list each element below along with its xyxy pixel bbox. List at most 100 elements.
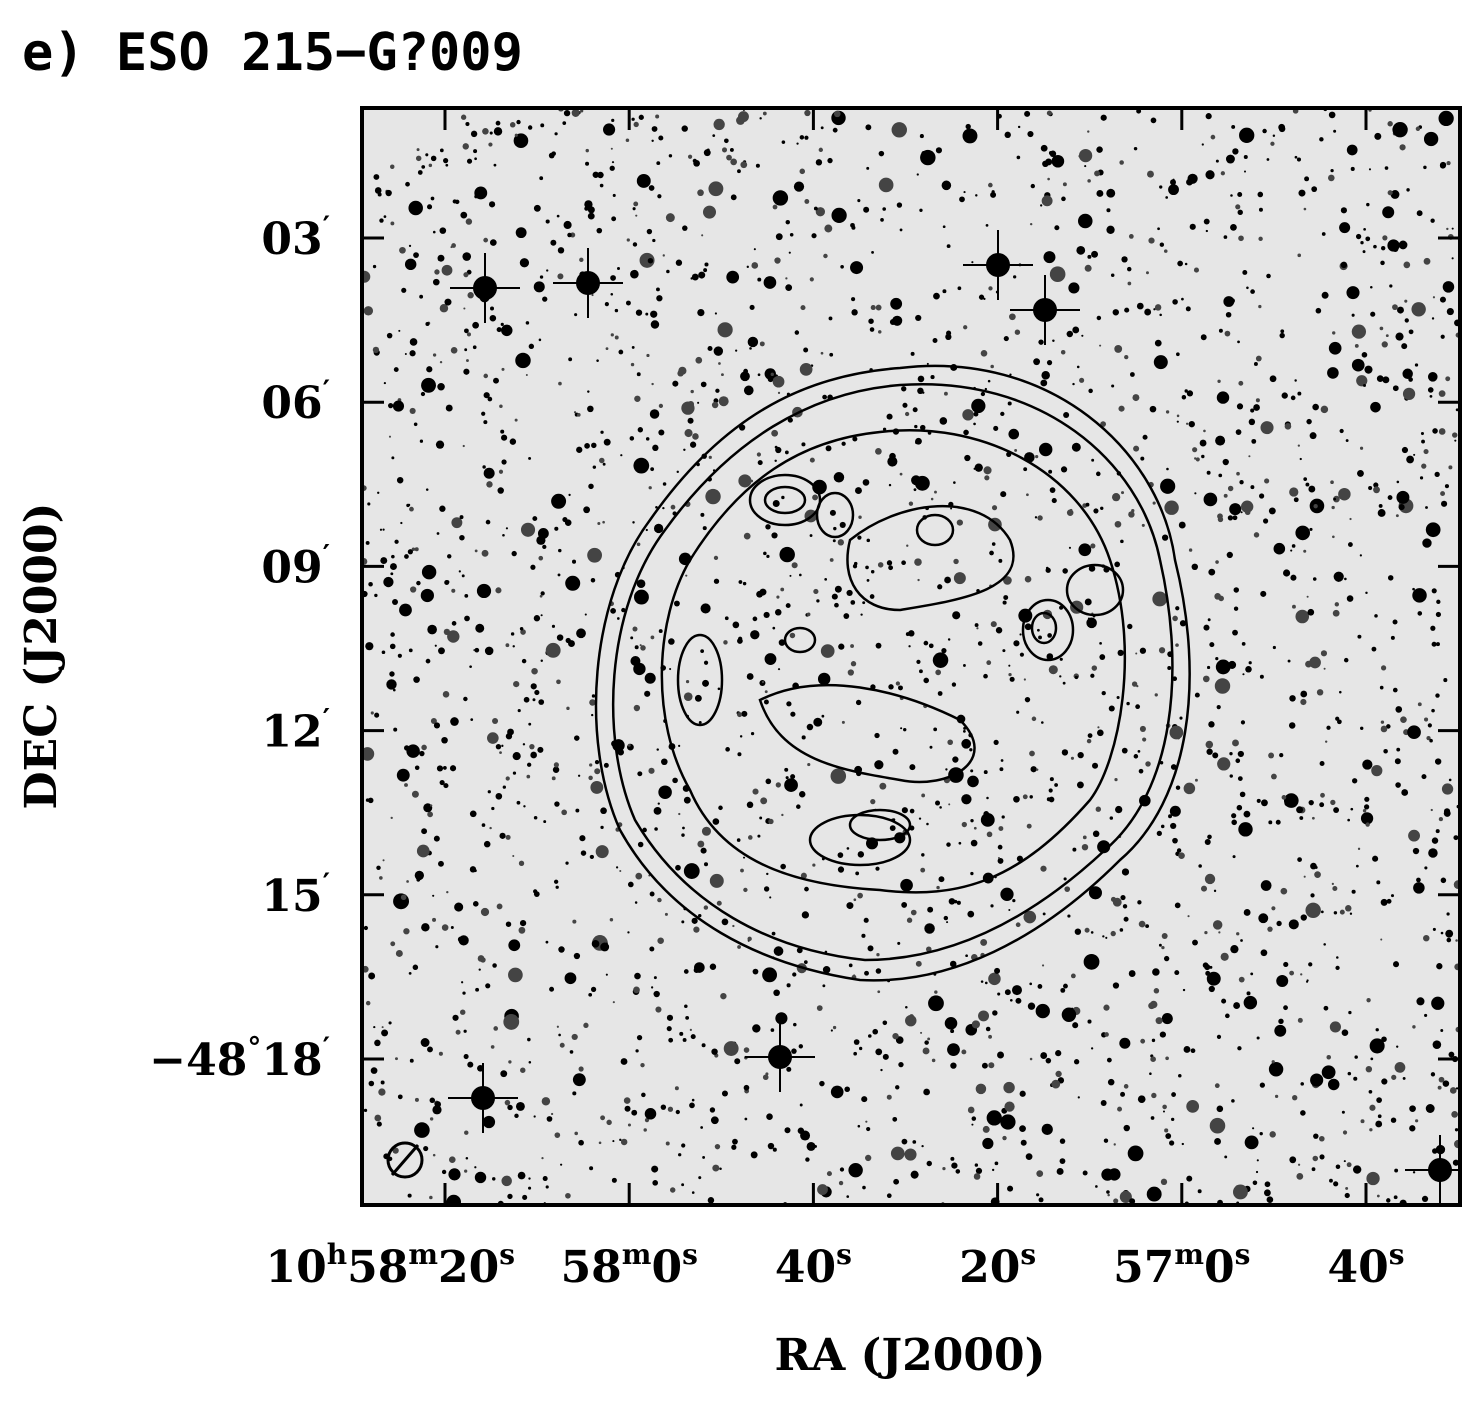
star bbox=[1179, 716, 1183, 720]
star bbox=[1296, 806, 1304, 814]
star bbox=[668, 1037, 674, 1043]
star bbox=[826, 1171, 832, 1177]
star bbox=[1238, 976, 1245, 983]
star bbox=[517, 709, 521, 713]
star bbox=[675, 1109, 680, 1115]
star bbox=[1231, 125, 1236, 129]
star bbox=[726, 270, 740, 284]
star bbox=[501, 324, 513, 337]
star bbox=[1084, 165, 1087, 168]
star bbox=[397, 653, 402, 658]
star bbox=[502, 533, 505, 537]
star bbox=[466, 332, 471, 337]
star bbox=[1009, 998, 1013, 1002]
star bbox=[732, 1138, 738, 1145]
star bbox=[527, 125, 533, 130]
star bbox=[599, 183, 604, 188]
star bbox=[1076, 245, 1086, 255]
star bbox=[1386, 724, 1391, 729]
star bbox=[464, 1130, 469, 1135]
star bbox=[473, 149, 478, 154]
star bbox=[1062, 681, 1066, 685]
star bbox=[1169, 725, 1184, 740]
star bbox=[451, 621, 457, 626]
star bbox=[1415, 126, 1421, 131]
star bbox=[860, 613, 863, 616]
star bbox=[419, 294, 424, 299]
star bbox=[528, 1177, 531, 1180]
star bbox=[815, 159, 823, 166]
star bbox=[1178, 521, 1186, 529]
star bbox=[963, 429, 969, 436]
star bbox=[590, 577, 596, 583]
star bbox=[1289, 695, 1296, 702]
star bbox=[1236, 403, 1244, 410]
star bbox=[1320, 650, 1328, 657]
star bbox=[950, 1029, 955, 1034]
star bbox=[721, 1090, 728, 1097]
star bbox=[892, 748, 899, 755]
star bbox=[681, 833, 685, 837]
star bbox=[500, 429, 505, 434]
star bbox=[1140, 456, 1145, 461]
star bbox=[1229, 503, 1242, 516]
star bbox=[820, 126, 824, 130]
star bbox=[1088, 565, 1096, 572]
star bbox=[1240, 939, 1243, 942]
star bbox=[846, 1195, 850, 1198]
star bbox=[662, 254, 665, 257]
star bbox=[648, 486, 652, 490]
star bbox=[1238, 380, 1244, 386]
tick-label-part: 12 bbox=[261, 707, 322, 758]
star bbox=[975, 1083, 987, 1095]
star bbox=[664, 912, 668, 916]
star bbox=[1198, 864, 1202, 868]
star bbox=[785, 219, 790, 225]
star bbox=[1360, 812, 1374, 825]
star bbox=[1133, 754, 1139, 759]
star bbox=[562, 121, 567, 125]
star bbox=[1096, 190, 1104, 197]
star bbox=[909, 808, 915, 814]
star bbox=[533, 615, 541, 622]
star bbox=[1176, 352, 1180, 357]
star bbox=[997, 856, 1000, 859]
star bbox=[1260, 880, 1272, 891]
star bbox=[392, 1147, 399, 1154]
star bbox=[759, 117, 762, 120]
star bbox=[933, 727, 938, 732]
star bbox=[554, 526, 559, 531]
star bbox=[812, 479, 827, 495]
star bbox=[1412, 1171, 1416, 1174]
star bbox=[923, 677, 930, 684]
star bbox=[739, 735, 743, 738]
star bbox=[1233, 606, 1239, 611]
tick-label: 20s bbox=[959, 1238, 1036, 1293]
star bbox=[865, 1154, 872, 1162]
star bbox=[682, 1038, 687, 1042]
star bbox=[1151, 1038, 1156, 1043]
star bbox=[1423, 934, 1430, 942]
star bbox=[912, 1140, 917, 1144]
star-field bbox=[362, 108, 1460, 1205]
star bbox=[1114, 344, 1123, 353]
star bbox=[658, 785, 672, 799]
star bbox=[1040, 1052, 1048, 1059]
star bbox=[558, 1033, 561, 1037]
star bbox=[1060, 987, 1066, 993]
star bbox=[738, 474, 752, 488]
star bbox=[1321, 232, 1326, 236]
star bbox=[993, 739, 999, 745]
tick-label-part: 20 bbox=[438, 1242, 499, 1293]
star bbox=[724, 616, 729, 621]
star bbox=[1119, 1190, 1132, 1203]
star bbox=[1346, 1162, 1352, 1168]
star bbox=[757, 277, 762, 282]
star bbox=[822, 394, 827, 400]
star bbox=[404, 352, 407, 356]
star bbox=[909, 1014, 914, 1020]
star bbox=[630, 656, 641, 666]
star bbox=[425, 153, 429, 157]
star bbox=[805, 1157, 810, 1162]
star bbox=[997, 992, 1001, 996]
